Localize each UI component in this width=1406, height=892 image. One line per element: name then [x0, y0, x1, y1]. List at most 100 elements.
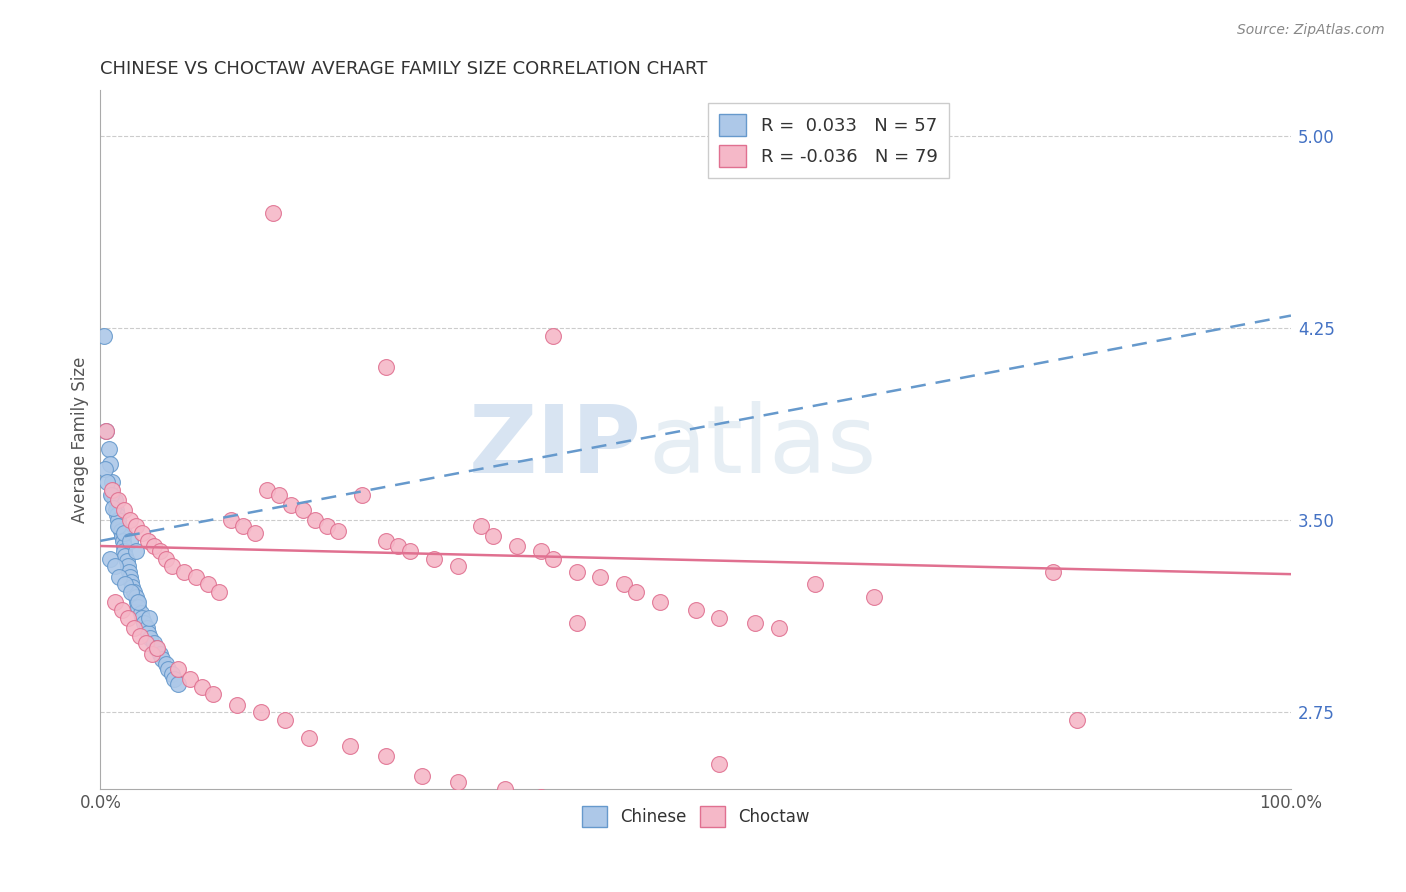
Point — [125, 544, 148, 558]
Point — [128, 629, 150, 643]
Point — [125, 518, 148, 533]
Point — [1066, 713, 1088, 727]
Point — [107, 518, 129, 533]
Point — [98, 457, 121, 471]
Point — [280, 498, 302, 512]
Point — [339, 739, 361, 753]
Point — [107, 492, 129, 507]
Point — [768, 621, 790, 635]
Point — [541, 551, 564, 566]
Point — [101, 475, 124, 489]
Legend: Chinese, Choctaw: Chinese, Choctaw — [575, 799, 817, 833]
Point — [127, 595, 149, 609]
Point — [494, 782, 516, 797]
Point — [422, 551, 444, 566]
Point — [173, 565, 195, 579]
Point — [149, 544, 172, 558]
Point — [208, 585, 231, 599]
Point — [104, 492, 127, 507]
Point — [256, 483, 278, 497]
Point — [243, 526, 266, 541]
Point — [565, 615, 588, 630]
Point — [112, 539, 135, 553]
Point — [112, 526, 135, 541]
Point — [190, 680, 212, 694]
Point — [108, 570, 131, 584]
Point — [150, 651, 173, 665]
Point — [565, 565, 588, 579]
Point — [411, 769, 433, 783]
Point — [179, 672, 201, 686]
Point — [120, 585, 142, 599]
Point — [127, 595, 149, 609]
Point — [108, 518, 131, 533]
Point — [121, 580, 143, 594]
Point — [328, 524, 350, 538]
Point — [375, 533, 398, 548]
Point — [470, 518, 492, 533]
Point — [111, 533, 134, 548]
Point — [146, 641, 169, 656]
Point — [105, 508, 128, 523]
Point — [166, 677, 188, 691]
Point — [589, 570, 612, 584]
Point — [160, 559, 183, 574]
Point — [114, 549, 136, 564]
Point — [120, 533, 142, 548]
Point — [202, 688, 225, 702]
Point — [267, 488, 290, 502]
Point — [530, 789, 553, 804]
Point — [96, 475, 118, 489]
Point — [482, 529, 505, 543]
Point — [274, 713, 297, 727]
Point — [387, 539, 409, 553]
Point — [93, 329, 115, 343]
Point — [142, 539, 165, 553]
Point — [375, 748, 398, 763]
Point — [122, 621, 145, 635]
Point — [685, 603, 707, 617]
Point — [613, 795, 636, 809]
Point — [142, 636, 165, 650]
Point — [135, 621, 157, 635]
Text: CHINESE VS CHOCTAW AVERAGE FAMILY SIZE CORRELATION CHART: CHINESE VS CHOCTAW AVERAGE FAMILY SIZE C… — [100, 60, 707, 78]
Point — [163, 672, 186, 686]
Point — [709, 610, 731, 624]
Point — [107, 513, 129, 527]
Point — [803, 577, 825, 591]
Point — [446, 559, 468, 574]
Point — [157, 662, 180, 676]
Point — [103, 500, 125, 515]
Point — [127, 600, 149, 615]
Point — [399, 544, 422, 558]
Point — [136, 626, 159, 640]
Point — [375, 359, 398, 374]
Point — [648, 595, 671, 609]
Point — [145, 641, 167, 656]
Point — [115, 554, 138, 568]
Point — [125, 591, 148, 605]
Point — [135, 636, 157, 650]
Point — [304, 513, 326, 527]
Point — [131, 526, 153, 541]
Point — [114, 577, 136, 591]
Point — [352, 488, 374, 502]
Point — [96, 424, 118, 438]
Point — [120, 570, 142, 584]
Point — [101, 483, 124, 497]
Text: Source: ZipAtlas.com: Source: ZipAtlas.com — [1237, 23, 1385, 37]
Point — [134, 615, 156, 630]
Point — [262, 206, 284, 220]
Point — [155, 657, 177, 671]
Point — [118, 565, 141, 579]
Point — [141, 647, 163, 661]
Y-axis label: Average Family Size: Average Family Size — [72, 357, 89, 523]
Point — [139, 631, 162, 645]
Point — [530, 544, 553, 558]
Point — [541, 329, 564, 343]
Point — [112, 544, 135, 558]
Point — [136, 533, 159, 548]
Point — [111, 603, 134, 617]
Point — [315, 518, 337, 533]
Point — [155, 551, 177, 566]
